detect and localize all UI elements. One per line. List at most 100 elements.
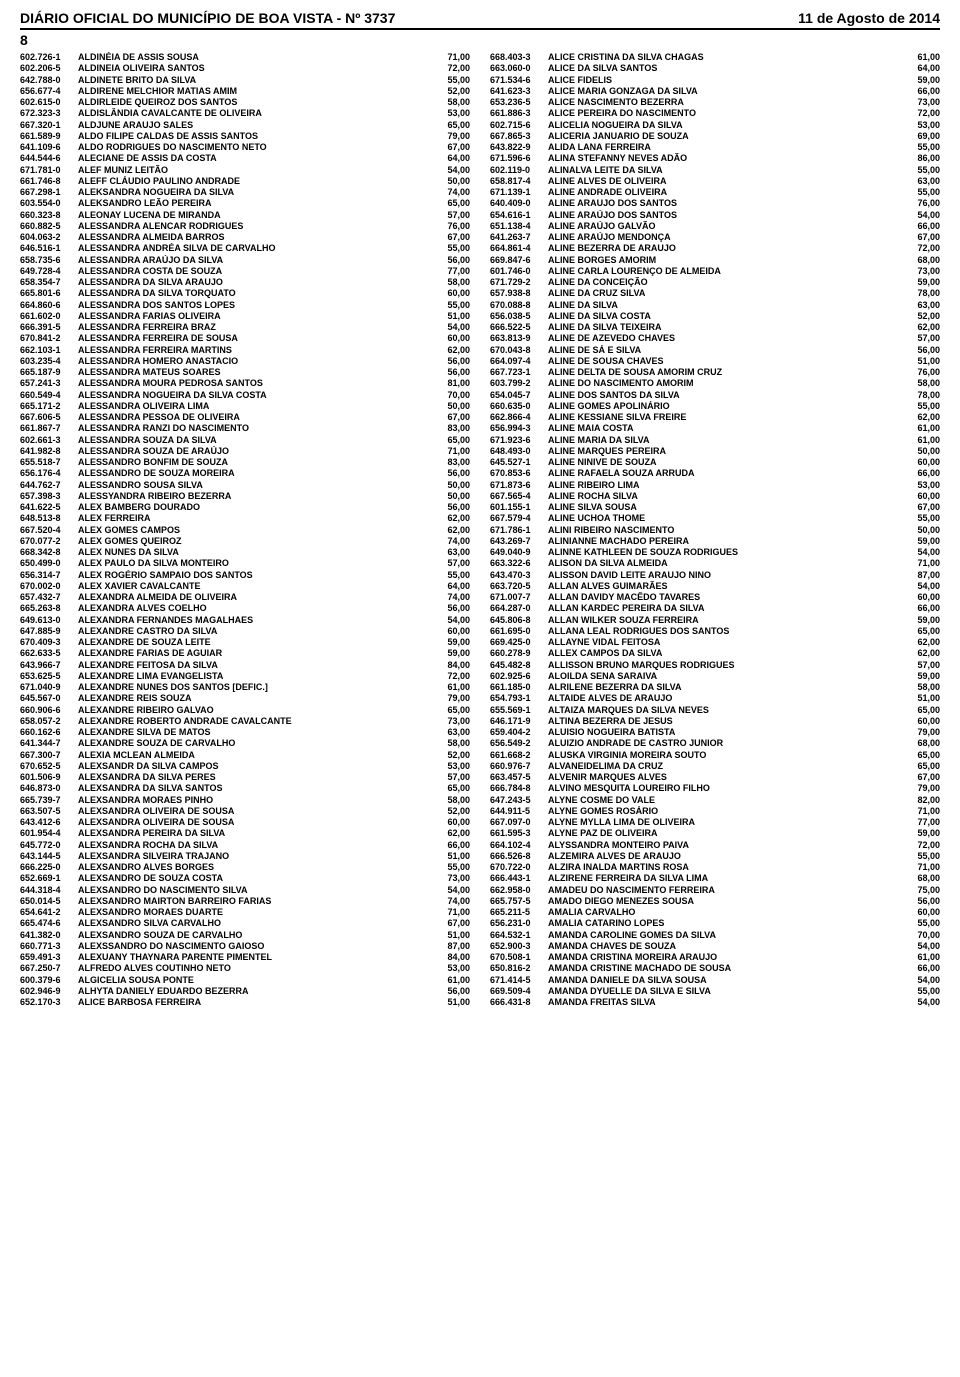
row-score: 50,00 (432, 491, 470, 502)
row-score: 73,00 (432, 873, 470, 884)
row-score: 74,00 (432, 896, 470, 907)
row-name: ALDJUNE ARAUJO SALES (78, 120, 432, 131)
table-row: 661.695-0ALLANA LEAL RODRIGUES DOS SANTO… (490, 626, 940, 637)
row-code: 667.865-3 (490, 131, 548, 142)
row-name: ALLAN WILKER SOUZA FERREIRA (548, 615, 902, 626)
row-score: 55,00 (902, 918, 940, 929)
row-code: 671.786-1 (490, 525, 548, 536)
row-score: 57,00 (432, 210, 470, 221)
row-code: 671.873-6 (490, 480, 548, 491)
table-row: 602.715-6ALICELIA NOGUEIRA DA SILVA53,00 (490, 120, 940, 131)
row-code: 660.976-7 (490, 761, 548, 772)
table-row: 602.946-9ALHYTA DANIELY EDUARDO BEZERRA5… (20, 986, 470, 997)
table-row: 659.404-2ALUISIO NOGUEIRA BATISTA79,00 (490, 727, 940, 738)
row-name: ALESSANDRA FERREIRA DE SOUSA (78, 333, 432, 344)
table-row: 641.622-5ALEX BAMBERG DOURADO56,00 (20, 502, 470, 513)
row-code: 650.499-0 (20, 558, 78, 569)
row-score: 77,00 (902, 817, 940, 828)
row-score: 53,00 (432, 108, 470, 119)
row-name: ALICE CRISTINA DA SILVA CHAGAS (548, 52, 902, 63)
table-row: 656.314-7ALEX ROGÉRIO SAMPAIO DOS SANTOS… (20, 570, 470, 581)
row-score: 64,00 (432, 153, 470, 164)
row-score: 67,00 (432, 412, 470, 423)
row-name: ALLANA LEAL RODRIGUES DOS SANTOS (548, 626, 902, 637)
row-score: 65,00 (902, 705, 940, 716)
row-score: 65,00 (902, 750, 940, 761)
row-name: ALEXANDRE SILVA DE MATOS (78, 727, 432, 738)
row-code: 663.060-0 (490, 63, 548, 74)
row-name: ALINE DO NASCIMENTO AMORIM (548, 378, 902, 389)
row-name: AMADO DIEGO MENEZES SOUSA (548, 896, 902, 907)
table-row: 655.518-7ALESSANDRO BONFIM DE SOUZA83,00 (20, 457, 470, 468)
row-score: 50,00 (432, 401, 470, 412)
row-name: ALZIRA INALDA MARTINS ROSA (548, 862, 902, 873)
table-row: 667.097-0ALYNE MYLLA LIMA DE OLIVEIRA77,… (490, 817, 940, 828)
row-score: 82,00 (902, 795, 940, 806)
table-row: 661.185-0ALRILENE BEZERRA DA SILVA58,00 (490, 682, 940, 693)
row-code: 645.772-0 (20, 840, 78, 851)
row-name: ALINE DA CRUZ SILVA (548, 288, 902, 299)
row-score: 72,00 (432, 671, 470, 682)
table-row: 667.579-4ALINE UCHOA THOME55,00 (490, 513, 940, 524)
row-name: ALUIZIO ANDRADE DE CASTRO JUNIOR (548, 738, 902, 749)
row-score: 60,00 (902, 716, 940, 727)
table-row: 668.342-8ALEX NUNES DA SILVA63,00 (20, 547, 470, 558)
row-score: 72,00 (902, 108, 940, 119)
table-row: 669.509-4AMANDA DYUELLE DA SILVA E SILVA… (490, 986, 940, 997)
row-score: 61,00 (432, 682, 470, 693)
row-name: ALEKSANDRO LEÃO PEREIRA (78, 198, 432, 209)
table-row: 658.817-4ALINE ALVES DE OLIVEIRA63,00 (490, 176, 940, 187)
table-row: 651.138-4ALINE ARAÚJO GALVÃO66,00 (490, 221, 940, 232)
row-name: ALEXSANDRA SILVEIRA TRAJANO (78, 851, 432, 862)
row-score: 72,00 (902, 840, 940, 851)
table-row: 648.513-8ALEX FERREIRA62,00 (20, 513, 470, 524)
row-score: 71,00 (902, 806, 940, 817)
row-code: 660.771-3 (20, 941, 78, 952)
row-score: 69,00 (902, 131, 940, 142)
row-name: ALEX FERREIRA (78, 513, 432, 524)
row-name: ALVANEIDELIMA DA CRUZ (548, 761, 902, 772)
row-code: 603.799-2 (490, 378, 548, 389)
row-code: 602.661-3 (20, 435, 78, 446)
row-name: ALINE RAFAELA SOUZA ARRUDA (548, 468, 902, 479)
table-row: 671.007-7ALLAN DAVIDY MACÊDO TAVARES60,0… (490, 592, 940, 603)
row-code: 667.723-1 (490, 367, 548, 378)
row-code: 660.882-5 (20, 221, 78, 232)
row-name: ALEFF CLÁUDIO PAULINO ANDRADE (78, 176, 432, 187)
table-row: 641.109-6ALDO RODRIGUES DO NASCIMENTO NE… (20, 142, 470, 153)
row-code: 643.966-7 (20, 660, 78, 671)
row-score: 63,00 (902, 300, 940, 311)
table-row: 670.002-0ALEX XAVIER CAVALCANTE64,00 (20, 581, 470, 592)
row-score: 55,00 (432, 243, 470, 254)
table-row: 647.243-5ALYNE COSME DO VALE82,00 (490, 795, 940, 806)
row-code: 666.391-5 (20, 322, 78, 333)
table-row: 601.506-9ALEXSANDRA DA SILVA PERES57,00 (20, 772, 470, 783)
row-name: ALEXANDRE DE SOUZA LEITE (78, 637, 432, 648)
row-score: 71,00 (432, 52, 470, 63)
row-name: ALINE DA SILVA COSTA (548, 311, 902, 322)
row-name: ALICE MARIA GONZAGA DA SILVA (548, 86, 902, 97)
row-code: 661.695-0 (490, 626, 548, 637)
row-score: 62,00 (902, 637, 940, 648)
row-score: 67,00 (902, 502, 940, 513)
row-name: ALIDA LANA FERREIRA (548, 142, 902, 153)
table-row: 667.300-7ALEXIA MCLEAN ALMEIDA52,00 (20, 750, 470, 761)
row-code: 661.595-3 (490, 828, 548, 839)
row-name: ALESSANDRA SOUZA DE ARAÚJO (78, 446, 432, 457)
row-name: ALESSANDRA COSTA DE SOUZA (78, 266, 432, 277)
row-name: ALDO FILIPE CALDAS DE ASSIS SANTOS (78, 131, 432, 142)
table-row: 670.841-2ALESSANDRA FERREIRA DE SOUSA60,… (20, 333, 470, 344)
row-score: 71,00 (902, 862, 940, 873)
row-score: 59,00 (902, 615, 940, 626)
table-row: 670.722-0ALZIRA INALDA MARTINS ROSA71,00 (490, 862, 940, 873)
row-code: 641.623-3 (490, 86, 548, 97)
row-name: ALESSANDRA ALENCAR RODRIGUES (78, 221, 432, 232)
row-name: ALYSSANDRA MONTEIRO PAIVA (548, 840, 902, 851)
row-score: 52,00 (432, 86, 470, 97)
table-row: 650.816-2AMANDA CRISTINE MACHADO DE SOUS… (490, 963, 940, 974)
row-score: 55,00 (902, 401, 940, 412)
table-row: 645.567-0ALEXANDRE REIS SOUZA79,00 (20, 693, 470, 704)
table-row: 663.322-6ALISON DA SILVA ALMEIDA71,00 (490, 558, 940, 569)
row-score: 66,00 (902, 468, 940, 479)
row-score: 79,00 (902, 727, 940, 738)
